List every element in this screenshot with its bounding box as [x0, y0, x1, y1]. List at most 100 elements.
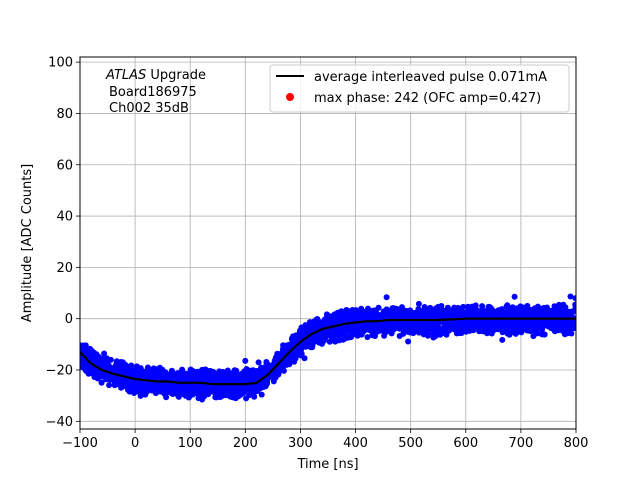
sample-point [261, 370, 268, 376]
sample-point [341, 336, 348, 342]
sample-point [315, 331, 322, 338]
annotation-atlas: ATLAS [105, 68, 146, 83]
sample-point [116, 381, 123, 388]
sample-point [316, 320, 323, 327]
sample-point [258, 391, 265, 398]
sample-point [216, 368, 223, 375]
sample-point [533, 321, 540, 328]
sample-point [477, 323, 484, 330]
sample-point [422, 324, 428, 331]
sample-point [197, 386, 204, 393]
annotation-line-2: Board186975 [109, 85, 197, 100]
sample-point [509, 307, 516, 314]
sample-point [541, 331, 547, 338]
sample-point [212, 394, 219, 401]
sample-point [82, 342, 89, 349]
sample-point [276, 364, 283, 371]
x-tick-label: 800 [564, 436, 589, 451]
sample-point [231, 368, 238, 375]
sample-point [263, 359, 270, 365]
sample-point [211, 383, 217, 390]
sample-point [171, 386, 178, 393]
sample-point [572, 295, 576, 302]
sample-point [449, 313, 456, 320]
sample-point [227, 387, 234, 394]
sample-point [217, 385, 224, 391]
sample-point [181, 374, 188, 381]
legend-label-average: average interleaved pulse 0.071mA [314, 70, 547, 85]
sample-point [107, 356, 114, 363]
sample-point [137, 365, 144, 372]
sample-point [527, 325, 534, 332]
sample-point [498, 306, 505, 313]
sample-point [554, 319, 561, 326]
sample-point [561, 331, 568, 338]
sample-point [258, 364, 265, 371]
sample-point [361, 314, 368, 321]
x-tick-label: 300 [288, 436, 313, 451]
sample-point [405, 338, 412, 345]
sample-point [131, 381, 138, 388]
sample-point [246, 392, 253, 399]
y-tick-label: 60 [56, 158, 73, 173]
x-tick-label: 600 [453, 436, 478, 451]
sample-point [483, 319, 489, 326]
sample-point [250, 376, 257, 383]
sample-point [255, 359, 262, 366]
sample-point [183, 383, 190, 390]
sample-point [179, 389, 186, 396]
average-pulse-line [80, 317, 576, 386]
y-tick-label: −40 [46, 415, 73, 430]
sample-point [240, 376, 247, 383]
sample-point [450, 319, 457, 326]
sample-point [489, 320, 495, 327]
sample-point [409, 326, 416, 333]
sample-point [93, 351, 100, 358]
annotation-line-1: ATLAS Upgrade [105, 68, 206, 83]
sample-point [383, 294, 390, 301]
sample-point [391, 322, 397, 329]
legend: average interleaved pulse 0.071mA max ph… [269, 64, 570, 113]
sample-point [131, 390, 137, 396]
sample-point [106, 382, 113, 389]
sample-point [142, 384, 149, 391]
sample-point [551, 326, 558, 333]
sample-point [466, 325, 473, 332]
sample-point [114, 359, 121, 366]
sample-point [175, 393, 182, 400]
sample-point [396, 306, 403, 313]
plot-frame [79, 56, 577, 430]
sample-point [322, 333, 328, 340]
sample-point [238, 390, 245, 397]
x-axis-ticks: −100 0 100 200 300 400 500 600 700 800 [62, 429, 588, 451]
sample-point [425, 311, 432, 318]
sample-point [353, 312, 360, 319]
sample-point [204, 383, 210, 390]
sample-point [506, 331, 512, 338]
sample-point [435, 313, 442, 320]
sample-point [358, 331, 365, 338]
sample-point [407, 311, 414, 318]
sample-point [503, 309, 510, 316]
sample-point [349, 307, 356, 313]
sample-point [490, 327, 497, 334]
sample-point [308, 321, 315, 328]
sample-point [250, 367, 257, 374]
sample-point [460, 303, 467, 310]
x-axis-label: Time [ns] [296, 457, 358, 472]
sample-point [441, 308, 448, 314]
sample-point [223, 371, 230, 378]
y-tick-label: −20 [46, 363, 73, 378]
sample-point [336, 336, 343, 343]
sample-point [188, 384, 195, 391]
sample-point [567, 293, 574, 300]
sample-point [98, 373, 105, 380]
sample-point [179, 366, 186, 373]
x-tick-label: 100 [178, 436, 203, 451]
sample-point [396, 325, 403, 332]
annotation-line-3: Ch002 35dB [109, 101, 189, 116]
sample-point [551, 308, 558, 314]
y-tick-label: 20 [56, 261, 73, 276]
sample-point [326, 338, 333, 345]
